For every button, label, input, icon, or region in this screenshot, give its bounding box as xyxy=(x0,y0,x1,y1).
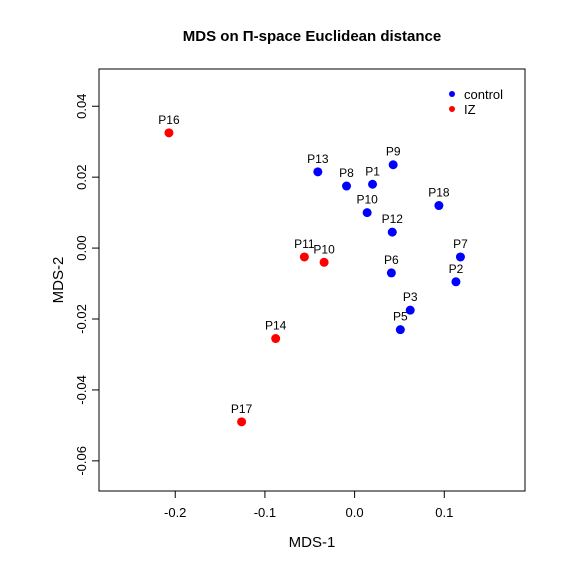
data-point-label: P17 xyxy=(231,402,253,416)
y-tick-label: -0.06 xyxy=(74,446,89,476)
y-tick-label: -0.04 xyxy=(74,375,89,405)
data-point-control-p9 xyxy=(388,160,398,170)
data-point-iz-p14 xyxy=(271,334,281,344)
data-point-control-p1 xyxy=(368,179,378,189)
y-tick-label: -0.02 xyxy=(74,304,89,334)
x-axis: -0.2 -0.1 0.0 0.1 xyxy=(164,490,453,520)
data-point-label: P3 xyxy=(403,290,418,304)
data-point-label: P10 xyxy=(356,193,378,207)
data-point-iz-p17 xyxy=(237,417,247,427)
data-point-label: P1 xyxy=(365,164,380,178)
data-point-label: P11 xyxy=(294,237,315,251)
data-point-iz-p11 xyxy=(299,252,309,262)
legend-marker-control xyxy=(449,91,455,97)
data-point-label: P18 xyxy=(428,186,450,200)
x-tick-label: 0.1 xyxy=(435,505,453,520)
data-point-control-p18 xyxy=(434,201,444,211)
x-tick-label: -0.1 xyxy=(254,505,276,520)
data-point-iz-p10 xyxy=(319,257,329,267)
data-point-control-p3 xyxy=(405,305,415,315)
data-point-label: P7 xyxy=(453,237,468,251)
chart-title: MDS on Π-space Euclidean distance xyxy=(183,28,441,45)
legend-marker-iz xyxy=(449,106,455,112)
data-point-control-p5 xyxy=(395,325,405,335)
data-point-control-p8 xyxy=(342,181,352,191)
x-axis-label: MDS-1 xyxy=(289,534,336,551)
plot-frame xyxy=(98,68,526,492)
data-point-label: P13 xyxy=(307,152,329,166)
data-point-label: P6 xyxy=(384,253,399,267)
data-point-control-p6 xyxy=(386,268,396,278)
y-axis-label: MDS-2 xyxy=(50,257,67,304)
y-tick-label: 0.02 xyxy=(74,165,89,190)
data-point-iz-p16 xyxy=(164,128,174,138)
data-point-control-p12 xyxy=(387,227,397,237)
legend-label-control: control xyxy=(464,87,503,102)
y-tick-label: 0.04 xyxy=(74,94,89,119)
y-axis: -0.06 -0.04 -0.02 0.00 0.02 0.04 xyxy=(74,94,100,476)
x-tick-label: 0.0 xyxy=(346,505,364,520)
data-point-label: P5 xyxy=(393,310,408,324)
x-tick-label: -0.2 xyxy=(164,505,186,520)
legend-label-iz: IZ xyxy=(464,102,476,117)
data-point-label: P10 xyxy=(313,242,335,256)
data-point-control-p10 xyxy=(362,208,372,218)
data-point-control-p7 xyxy=(455,252,465,262)
data-point-control-p2 xyxy=(451,277,461,287)
data-point-label: P16 xyxy=(158,113,180,127)
data-point-label: P8 xyxy=(339,166,354,180)
data-point-label: P14 xyxy=(265,319,287,333)
data-point-label: P2 xyxy=(449,262,464,276)
y-tick-label: 0.00 xyxy=(74,235,89,260)
data-point-control-p13 xyxy=(313,167,323,177)
data-point-label: P9 xyxy=(386,145,401,159)
data-point-label: P12 xyxy=(382,212,404,226)
